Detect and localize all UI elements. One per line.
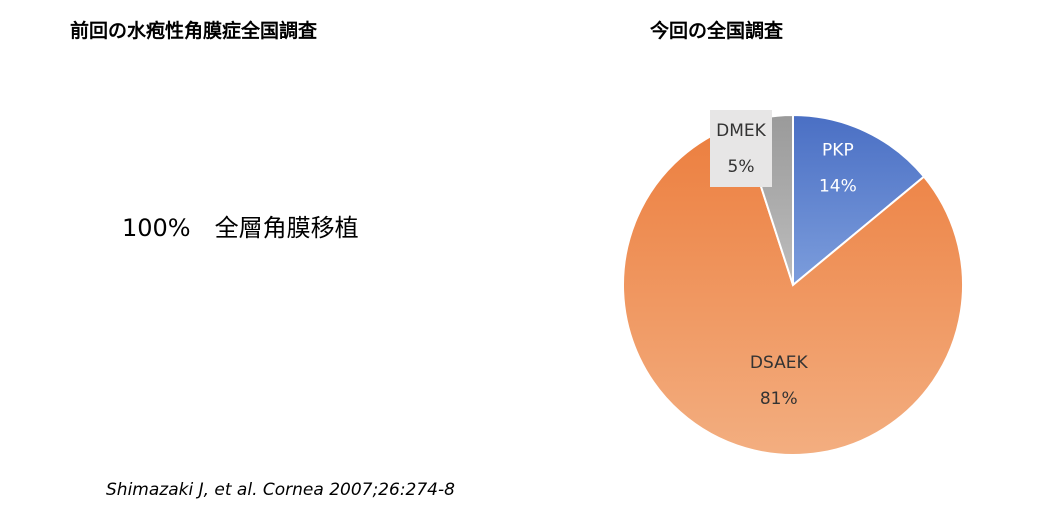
previous-survey-title: 前回の水疱性角膜症全国調査 (70, 20, 318, 42)
slice-label-dmek: DMEK 5% (710, 110, 772, 187)
slice-category-label: PKP (822, 141, 854, 161)
citation: Shimazaki J, et al. Cornea 2007;26:274-8 (106, 480, 455, 500)
slice-category-label: DMEK (716, 121, 766, 141)
slice-label-box-dmek (710, 110, 772, 187)
chart-title: 今回の全国調査 (650, 20, 784, 42)
slice-value-label: 14% (819, 177, 857, 197)
slice-label-dsaek: DSAEK 81% (750, 353, 809, 409)
slice-value-label: 5% (728, 157, 755, 177)
slice-category-label: DSAEK (750, 353, 809, 373)
slice-value-label: 81% (760, 389, 798, 409)
pie-slice-pkp (792, 113, 926, 288)
pie-slice-dsaek (622, 122, 964, 456)
slice-label-pkp: PKP 14% (819, 141, 857, 197)
previous-survey-summary: 100% 全層角膜移植 (122, 214, 359, 242)
